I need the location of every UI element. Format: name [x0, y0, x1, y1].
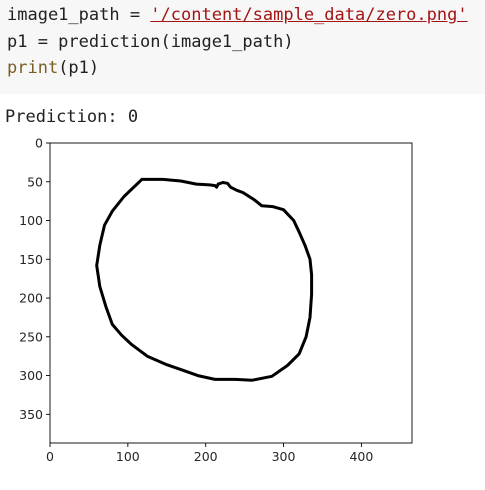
prediction-output: Prediction: 0: [5, 107, 139, 127]
code-line-2: p1 = prediction(image1_path): [7, 32, 294, 52]
y-tick-label: 250: [19, 329, 43, 344]
x-tick-label: 300: [272, 449, 296, 464]
code-line-3: print(p1): [7, 55, 99, 81]
x-tick-label: 200: [194, 449, 218, 464]
y-tick-label: 200: [19, 291, 43, 306]
x-tick-label: 100: [116, 449, 140, 464]
code-cell[interactable]: image1_path = '/content/sample_data/zero…: [0, 0, 485, 94]
image-area: [50, 143, 412, 443]
digit-stroke: [95, 177, 314, 382]
code-token: image1_path =: [7, 5, 151, 25]
image-path-string: '/content/sample_data/zero.png': [150, 5, 468, 25]
y-tick-label: 100: [19, 213, 43, 228]
y-tick-label: 150: [19, 252, 43, 267]
y-tick-label: 300: [19, 368, 43, 383]
x-tick-label: 0: [46, 449, 54, 464]
code-token: (p1): [58, 58, 100, 78]
code-line-1: image1_path = '/content/sample_data/zero…: [7, 2, 468, 28]
y-tick-label: 350: [19, 407, 43, 422]
y-tick-label: 0: [35, 136, 43, 151]
print-builtin: print: [7, 58, 59, 78]
x-tick-label: 400: [349, 449, 373, 464]
axes-frame: [49, 142, 413, 444]
y-tick-label: 50: [27, 174, 43, 189]
